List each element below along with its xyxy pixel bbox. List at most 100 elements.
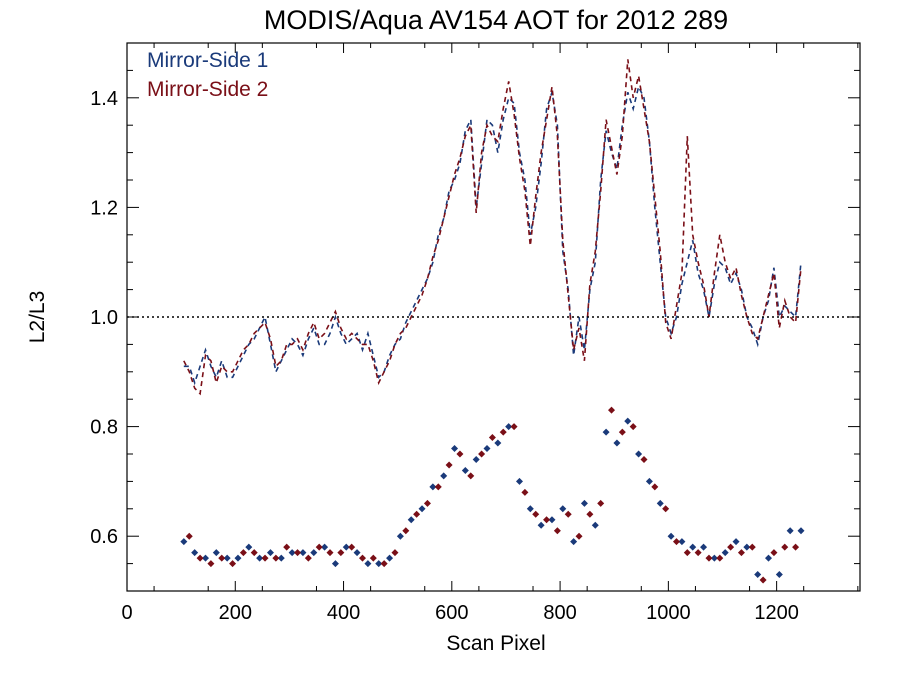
data-point-mirror-side-2 [553,527,561,535]
data-point-mirror-side-1 [765,554,773,562]
y-tick-label: 1.2 [90,197,118,219]
data-point-mirror-side-1 [256,554,264,562]
data-point-mirror-side-2 [196,554,204,562]
data-point-mirror-side-2 [694,549,702,557]
data-point-mirror-side-2 [467,472,475,480]
data-point-mirror-side-2 [413,510,421,518]
data-point-mirror-side-1 [321,543,329,551]
data-point-mirror-side-1 [515,477,523,485]
scatter-points-layer [180,406,805,584]
data-point-mirror-side-2 [640,455,648,463]
data-point-mirror-side-1 [288,549,296,557]
data-point-mirror-side-2 [261,554,269,562]
data-point-mirror-side-2 [651,483,659,491]
data-point-mirror-side-1 [775,571,783,579]
data-point-mirror-side-2 [315,543,323,551]
data-point-mirror-side-2 [358,554,366,562]
data-point-mirror-side-1 [342,543,350,551]
data-point-mirror-side-2 [543,516,551,524]
data-point-mirror-side-1 [212,549,220,557]
data-point-mirror-side-2 [456,450,464,458]
x-tick-label: 1000 [646,602,691,624]
data-point-mirror-side-1 [364,560,372,568]
series-line-mirror-side-2 [183,59,802,396]
data-point-mirror-side-1 [375,560,383,568]
y-tick-label: 1.4 [90,88,118,110]
data-point-mirror-side-2 [239,549,247,557]
data-point-mirror-side-1 [310,549,318,557]
data-point-mirror-side-1 [245,543,253,551]
data-point-mirror-side-1 [797,527,805,535]
data-point-mirror-side-1 [721,549,729,557]
data-point-mirror-side-2 [672,538,680,546]
data-point-mirror-side-1 [483,445,491,453]
data-point-mirror-side-2 [402,527,410,535]
data-point-mirror-side-1 [223,554,231,562]
data-point-mirror-side-2 [391,549,399,557]
data-point-mirror-side-1 [472,455,480,463]
data-point-mirror-side-1 [191,549,199,557]
x-tick-label: 600 [435,602,468,624]
data-point-mirror-side-2 [781,543,789,551]
x-tick-label: 1200 [754,602,799,624]
data-point-mirror-side-2 [207,560,215,568]
data-point-mirror-side-1 [656,499,664,507]
data-point-mirror-side-1 [678,538,686,546]
data-point-mirror-side-2 [423,499,431,507]
data-point-mirror-side-1 [386,554,394,562]
data-point-mirror-side-1 [505,423,513,431]
data-point-mirror-side-2 [348,543,356,551]
legend-entry-mirror-side-1: Mirror-Side 1 [147,49,268,72]
data-point-mirror-side-1 [613,439,621,447]
y-tick-label: 0.8 [90,417,118,439]
data-point-mirror-side-2 [369,554,377,562]
data-point-mirror-side-2 [218,554,226,562]
data-point-mirror-side-2 [683,549,691,557]
data-point-mirror-side-1 [494,439,502,447]
data-point-mirror-side-1 [591,521,599,529]
data-point-mirror-side-2 [748,543,756,551]
y-tick-label: 1.0 [90,307,118,329]
data-point-mirror-side-1 [331,560,339,568]
data-point-mirror-side-2 [564,510,572,518]
data-point-mirror-side-1 [689,543,697,551]
data-point-mirror-side-1 [440,472,448,480]
x-tick-label: 200 [219,602,252,624]
data-point-mirror-side-1 [277,554,285,562]
data-point-mirror-side-2 [250,549,258,557]
data-point-mirror-side-1 [180,538,188,546]
y-axis-label: L2/L3 [26,291,49,344]
data-point-mirror-side-2 [662,505,670,513]
dashed-lines-layer [183,59,802,396]
data-point-mirror-side-1 [353,549,361,557]
data-point-mirror-side-2 [478,450,486,458]
data-point-mirror-side-2 [727,543,735,551]
x-tick-label: 800 [543,602,576,624]
data-point-mirror-side-2 [532,510,540,518]
data-point-mirror-side-1 [201,554,209,562]
data-point-mirror-side-1 [754,571,762,579]
data-point-mirror-side-2 [586,510,594,518]
chart-title: MODIS/Aqua AV154 AOT for 2012 289 [264,5,728,35]
data-point-mirror-side-2 [337,549,345,557]
data-point-mirror-side-1 [526,505,534,513]
data-point-mirror-side-2 [326,549,334,557]
x-tick-label: 400 [327,602,360,624]
x-axis-label: Scan Pixel [446,632,545,655]
data-point-mirror-side-2 [445,461,453,469]
legend-entry-mirror-side-2: Mirror-Side 2 [147,78,268,101]
data-point-mirror-side-1 [700,543,708,551]
y-tick-label: 0.6 [90,526,118,548]
data-point-mirror-side-1 [667,532,675,540]
data-point-mirror-side-2 [716,554,724,562]
data-point-mirror-side-1 [451,445,459,453]
data-point-mirror-side-2 [629,423,637,431]
data-point-mirror-side-1 [743,543,751,551]
data-point-mirror-side-2 [380,560,388,568]
series-line-mirror-side-1 [183,84,802,386]
data-point-mirror-side-1 [635,450,643,458]
data-point-mirror-side-2 [488,434,496,442]
data-point-mirror-side-1 [418,505,426,513]
data-point-mirror-side-1 [580,499,588,507]
data-point-mirror-side-2 [304,554,312,562]
